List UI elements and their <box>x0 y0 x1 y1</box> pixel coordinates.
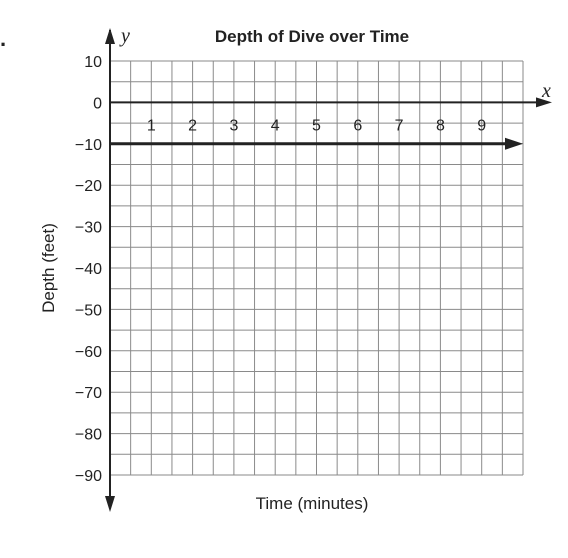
y-tick-label: −70 <box>75 385 102 402</box>
series-arrowhead <box>505 137 523 150</box>
x-tick-label: 4 <box>271 117 280 134</box>
y-tick-label: −90 <box>75 468 102 485</box>
y-tick-label: 10 <box>84 54 102 71</box>
y-tick-labels: 10 0 −10 −20 −30 −40 −50 −60 −70 −80 −90 <box>75 54 102 485</box>
y-tick-label: −10 <box>75 137 102 154</box>
y-tick-label: −60 <box>75 344 102 361</box>
x-tick-label: 7 <box>395 117 404 134</box>
chart-title: Depth of Dive over Time <box>215 27 409 46</box>
x-tick-label: 5 <box>312 117 321 134</box>
x-tick-label: 2 <box>188 117 197 134</box>
y-tick-label: −50 <box>75 302 102 319</box>
x-tick-label: 8 <box>436 117 445 134</box>
y-axis-letter: y <box>119 25 130 47</box>
question-bullet: . <box>0 26 6 51</box>
x-axis-arrow <box>536 97 552 108</box>
axes <box>105 28 552 512</box>
x-tick-label: 9 <box>477 117 486 134</box>
y-tick-label: 0 <box>93 95 102 112</box>
x-tick-labels: 1 2 3 4 5 6 7 8 9 <box>147 117 486 134</box>
x-axis-label: Time (minutes) <box>256 494 369 513</box>
y-axis-arrow-down <box>105 496 115 512</box>
series <box>110 137 523 150</box>
y-axis-label: Depth (feet) <box>39 223 58 313</box>
y-tick-label: −40 <box>75 261 102 278</box>
y-tick-label: −80 <box>75 427 102 444</box>
x-axis-letter: x <box>541 80 551 102</box>
y-tick-label: −20 <box>75 178 102 195</box>
x-tick-label: 3 <box>229 117 238 134</box>
x-tick-label: 1 <box>147 117 156 134</box>
y-tick-label: −30 <box>75 220 102 237</box>
x-tick-label: 6 <box>353 117 362 134</box>
y-axis-arrow-up <box>105 28 115 44</box>
